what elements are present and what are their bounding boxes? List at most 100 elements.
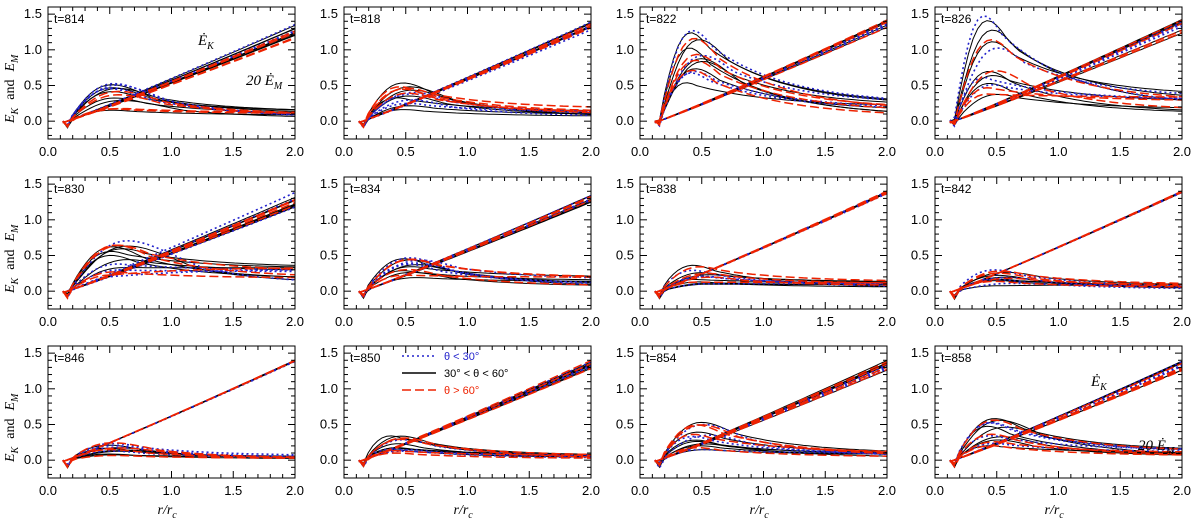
panel-t-818: 0.0 0.5 1.0 1.5 2.0 0.0 0.5 1.0 1.5 t=818 (320, 6, 600, 159)
y-tick-label: 0.5 (616, 77, 634, 92)
series-high-theta-em (358, 86, 591, 127)
legend-entry: θ < 30° (444, 351, 479, 363)
series-mid-latitude-em (949, 74, 1182, 125)
plot-area (358, 359, 591, 468)
time-label: t=830 (54, 182, 85, 196)
x-tick-label: 2.0 (582, 144, 600, 159)
x-tick-label: 0.5 (397, 483, 415, 498)
time-label: t=818 (350, 12, 381, 26)
x-tick-label: 1.0 (458, 483, 476, 498)
y-tick-label: 1.0 (24, 212, 42, 227)
series-high-theta-em (62, 93, 295, 129)
x-tick-label: 0.0 (926, 144, 944, 159)
x-axis-label: r/rc (454, 503, 474, 521)
series-high-theta-em (654, 424, 887, 467)
y-tick-label: 1.5 (24, 176, 42, 191)
series-high-theta-em (654, 59, 887, 127)
x-tick-label: 1.5 (1111, 144, 1129, 159)
series-low-theta-em (62, 269, 295, 300)
series-high-theta-em (654, 424, 887, 467)
series-high-theta-em (62, 90, 295, 129)
y-tick-label: 1.0 (616, 212, 634, 227)
x-tick-label: 2.0 (286, 144, 304, 159)
panel-t-826: 0.0 0.5 1.0 1.5 2.0 0.0 0.5 1.0 1.5 t=826 (911, 6, 1191, 159)
plot-area (949, 360, 1182, 469)
y-axis-label-text: EKandEM (3, 54, 21, 124)
series-high-theta-ek (949, 362, 1182, 463)
series-low-theta-em (949, 434, 1182, 466)
y-tick-label: 0.5 (911, 416, 929, 431)
y-tick-label: 0.5 (320, 77, 338, 92)
x-tick-label: 1.0 (162, 144, 180, 159)
y-tick-label: 0.5 (911, 247, 929, 262)
annotation-label: ĖK (1090, 374, 1108, 393)
time-label: t=846 (54, 351, 85, 365)
series-high-theta-ek (62, 199, 295, 294)
series-high-theta-ek (654, 192, 887, 294)
y-tick-label: 1.5 (616, 345, 634, 360)
series-mid-latitude-em (949, 418, 1182, 466)
panel-t-854: 0.0 0.5 1.0 1.5 2.0 0.0 0.5 1.0 1.5 t=854 r/rc (616, 345, 896, 521)
series-mid-latitude-em (654, 58, 887, 125)
y-tick-label: 1.0 (24, 42, 42, 57)
x-axis-label: r/rc (158, 503, 178, 521)
x-tick-label: 0.0 (631, 144, 649, 159)
time-label: t=850 (350, 351, 381, 365)
series-low-theta-em (358, 102, 591, 128)
legend: θ < 30° 30° < θ < 60° θ > 60° (402, 351, 508, 397)
plot-area (62, 359, 295, 469)
x-tick-label: 1.0 (1049, 483, 1067, 498)
x-tick-label: 1.0 (458, 314, 476, 329)
x-tick-label: 1.0 (754, 314, 772, 329)
y-tick-label: 0.5 (320, 416, 338, 431)
series-high-theta-ek (949, 19, 1182, 124)
series-low-theta-em (949, 83, 1182, 128)
plot-frame (934, 176, 1183, 310)
series-mid-latitude-em (62, 99, 295, 128)
series-low-theta-em (654, 29, 887, 123)
y-tick-label: 1.5 (320, 345, 338, 360)
series-mid-latitude-em (62, 87, 295, 129)
series-high-theta-em (358, 449, 591, 466)
series-low-theta-em (654, 434, 887, 465)
series-high-theta-em (358, 258, 591, 297)
y-tick-label: 0.0 (616, 452, 634, 467)
x-tick-label: 0.0 (335, 483, 353, 498)
y-tick-label: 1.5 (24, 6, 42, 21)
y-axis-label-text: EKandEM (3, 393, 21, 463)
plot-area (358, 21, 591, 130)
x-tick-label: 1.0 (1049, 314, 1067, 329)
x-tick-label: 1.5 (1111, 483, 1129, 498)
x-tick-label: 0.0 (335, 314, 353, 329)
x-tick-label: 1.0 (754, 483, 772, 498)
y-tick-label: 1.0 (616, 381, 634, 396)
time-label: t=822 (646, 12, 677, 26)
series-low-theta-em (358, 91, 591, 128)
y-tick-label: 0.0 (911, 113, 929, 128)
series-high-theta-ek (654, 366, 887, 463)
series-high-theta-em (358, 258, 591, 297)
y-tick-label: 1.0 (911, 381, 929, 396)
series-mid-latitude-em (654, 60, 887, 124)
series-high-theta-em (62, 244, 295, 298)
annotation-label: 20 ĖM (1138, 438, 1175, 457)
series-high-theta-em (62, 448, 295, 468)
y-tick-label: 0.0 (911, 283, 929, 298)
x-tick-label: 1.0 (1049, 144, 1067, 159)
y-tick-label: 1.0 (616, 42, 634, 57)
y-tick-label: 0.5 (24, 247, 42, 262)
series-mid-latitude-em (654, 421, 887, 464)
y-tick-label: 1.0 (320, 212, 338, 227)
y-axis-label: EKandEM (3, 224, 21, 294)
series-high-theta-ek (358, 195, 591, 294)
x-tick-label: 0.5 (397, 314, 415, 329)
series-high-theta-ek (949, 31, 1182, 124)
series-high-theta-em (358, 274, 591, 296)
x-tick-label: 0.5 (988, 483, 1006, 498)
series-high-theta-ek (949, 190, 1182, 294)
y-tick-label: 1.5 (24, 345, 42, 360)
x-tick-label: 2.0 (1173, 314, 1191, 329)
series-low-theta-em (62, 82, 295, 129)
x-tick-label: 2.0 (1173, 483, 1191, 498)
